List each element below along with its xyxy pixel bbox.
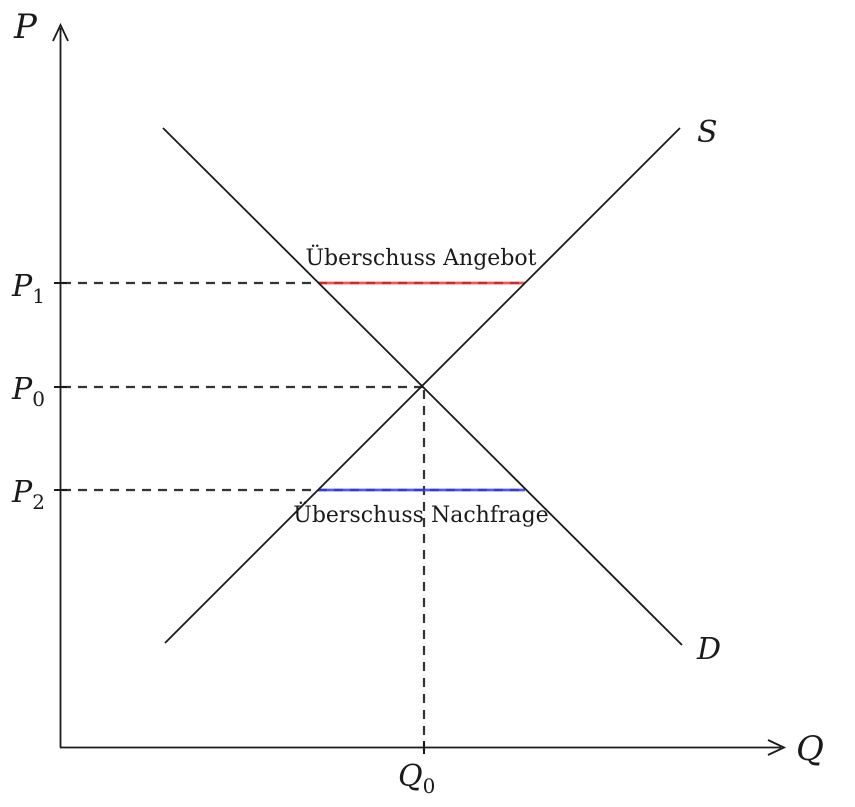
q0-label-base: Q xyxy=(398,759,423,794)
demand-curve-label: D xyxy=(696,632,721,667)
p0-label-base: P xyxy=(11,372,33,407)
p1-label: P1 xyxy=(11,269,45,308)
curves xyxy=(162,127,683,646)
excess-supply-annotation: Überschuss Angebot xyxy=(305,244,536,271)
supply-curve-label: S xyxy=(697,115,718,150)
y-axis-arrowhead-icon xyxy=(52,22,69,42)
p2-label-base: P xyxy=(11,475,33,510)
p0-label-sub: 0 xyxy=(32,387,45,411)
p2-label-sub: 2 xyxy=(32,490,45,514)
supply-curve xyxy=(164,127,681,644)
p2-label: P2 xyxy=(11,475,45,514)
p1-label-sub: 1 xyxy=(32,284,45,308)
excess-demand-annotation: Überschuss Nachfrage xyxy=(293,501,548,528)
x-axis-arrowhead-icon xyxy=(767,739,787,756)
p0-label: P0 xyxy=(11,372,45,411)
q0-label: Q0 xyxy=(398,759,435,798)
q0-label-sub: 0 xyxy=(423,774,436,798)
y-axis-label: P xyxy=(13,7,38,47)
x-axis-label: Q xyxy=(796,729,824,769)
p1-label-base: P xyxy=(11,269,33,304)
axis-ticks xyxy=(54,282,425,754)
